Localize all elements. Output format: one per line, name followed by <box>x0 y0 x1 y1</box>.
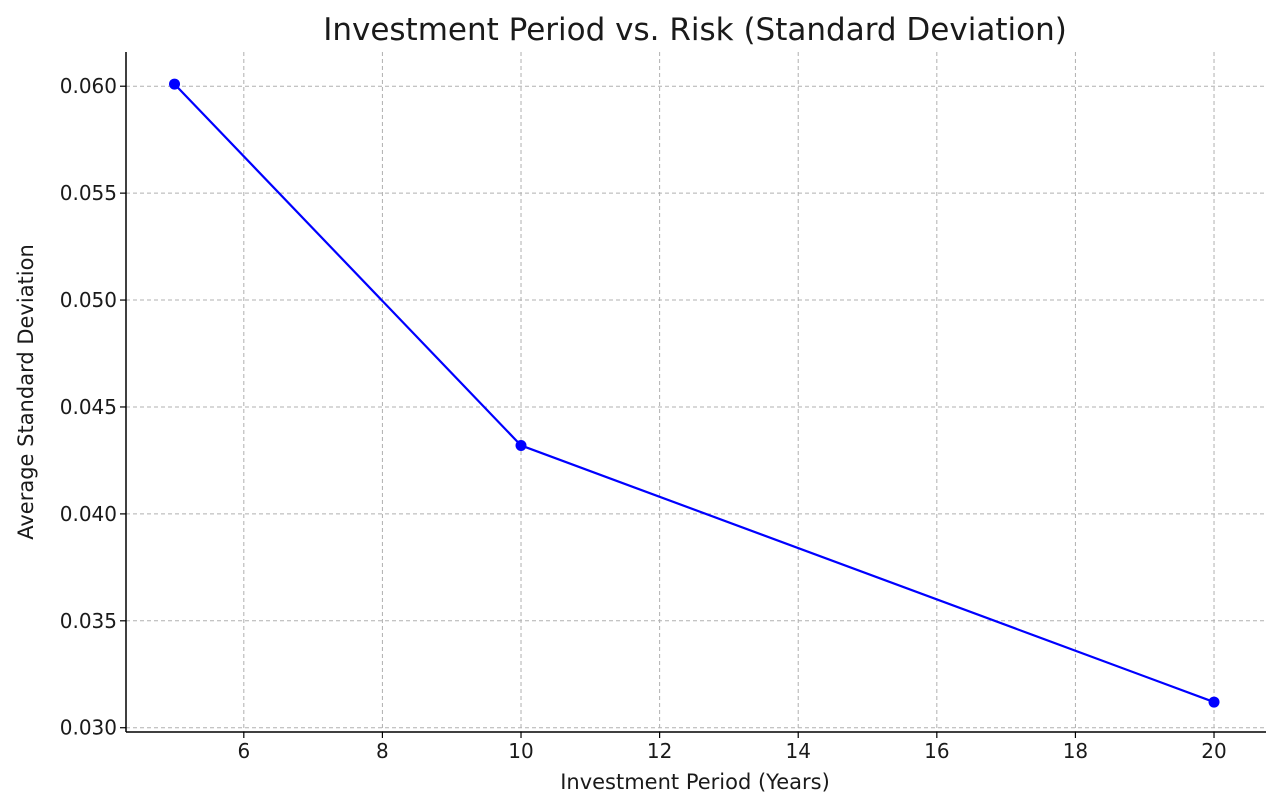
tick-labels: 6 8 10 12 14 16 18 20 0.030 0.035 0.040 0.045 0.050 0… <box>60 74 1227 763</box>
y-tick-label: 0.050 <box>60 288 117 312</box>
x-tick-label: 20 <box>1201 739 1226 763</box>
x-tick-label: 16 <box>924 739 949 763</box>
grid-lines <box>126 52 1266 732</box>
y-tick-label: 0.055 <box>60 181 117 205</box>
x-tick-label: 18 <box>1063 739 1088 763</box>
series-line <box>173 83 1215 704</box>
y-axis-label: Average Standard Deviation <box>14 244 38 540</box>
y-tick-label: 0.060 <box>60 74 117 98</box>
y-tick-label: 0.035 <box>60 609 117 633</box>
data-point <box>515 439 527 451</box>
data-point <box>1208 696 1220 708</box>
x-tick-label: 10 <box>508 739 533 763</box>
series-layer <box>169 78 1220 708</box>
x-tick-label: 12 <box>647 739 672 763</box>
axes <box>120 52 1266 738</box>
y-tick-label: 0.045 <box>60 395 117 419</box>
chart-title: Investment Period vs. Risk (Standard Dev… <box>323 12 1067 48</box>
x-tick-label: 8 <box>376 739 389 763</box>
x-tick-label: 6 <box>237 739 250 763</box>
y-tick-label: 0.030 <box>60 716 117 740</box>
x-axis-label: Investment Period (Years) <box>560 770 830 794</box>
data-point <box>169 78 181 90</box>
x-tick-label: 14 <box>785 739 810 763</box>
y-tick-label: 0.040 <box>60 502 117 526</box>
